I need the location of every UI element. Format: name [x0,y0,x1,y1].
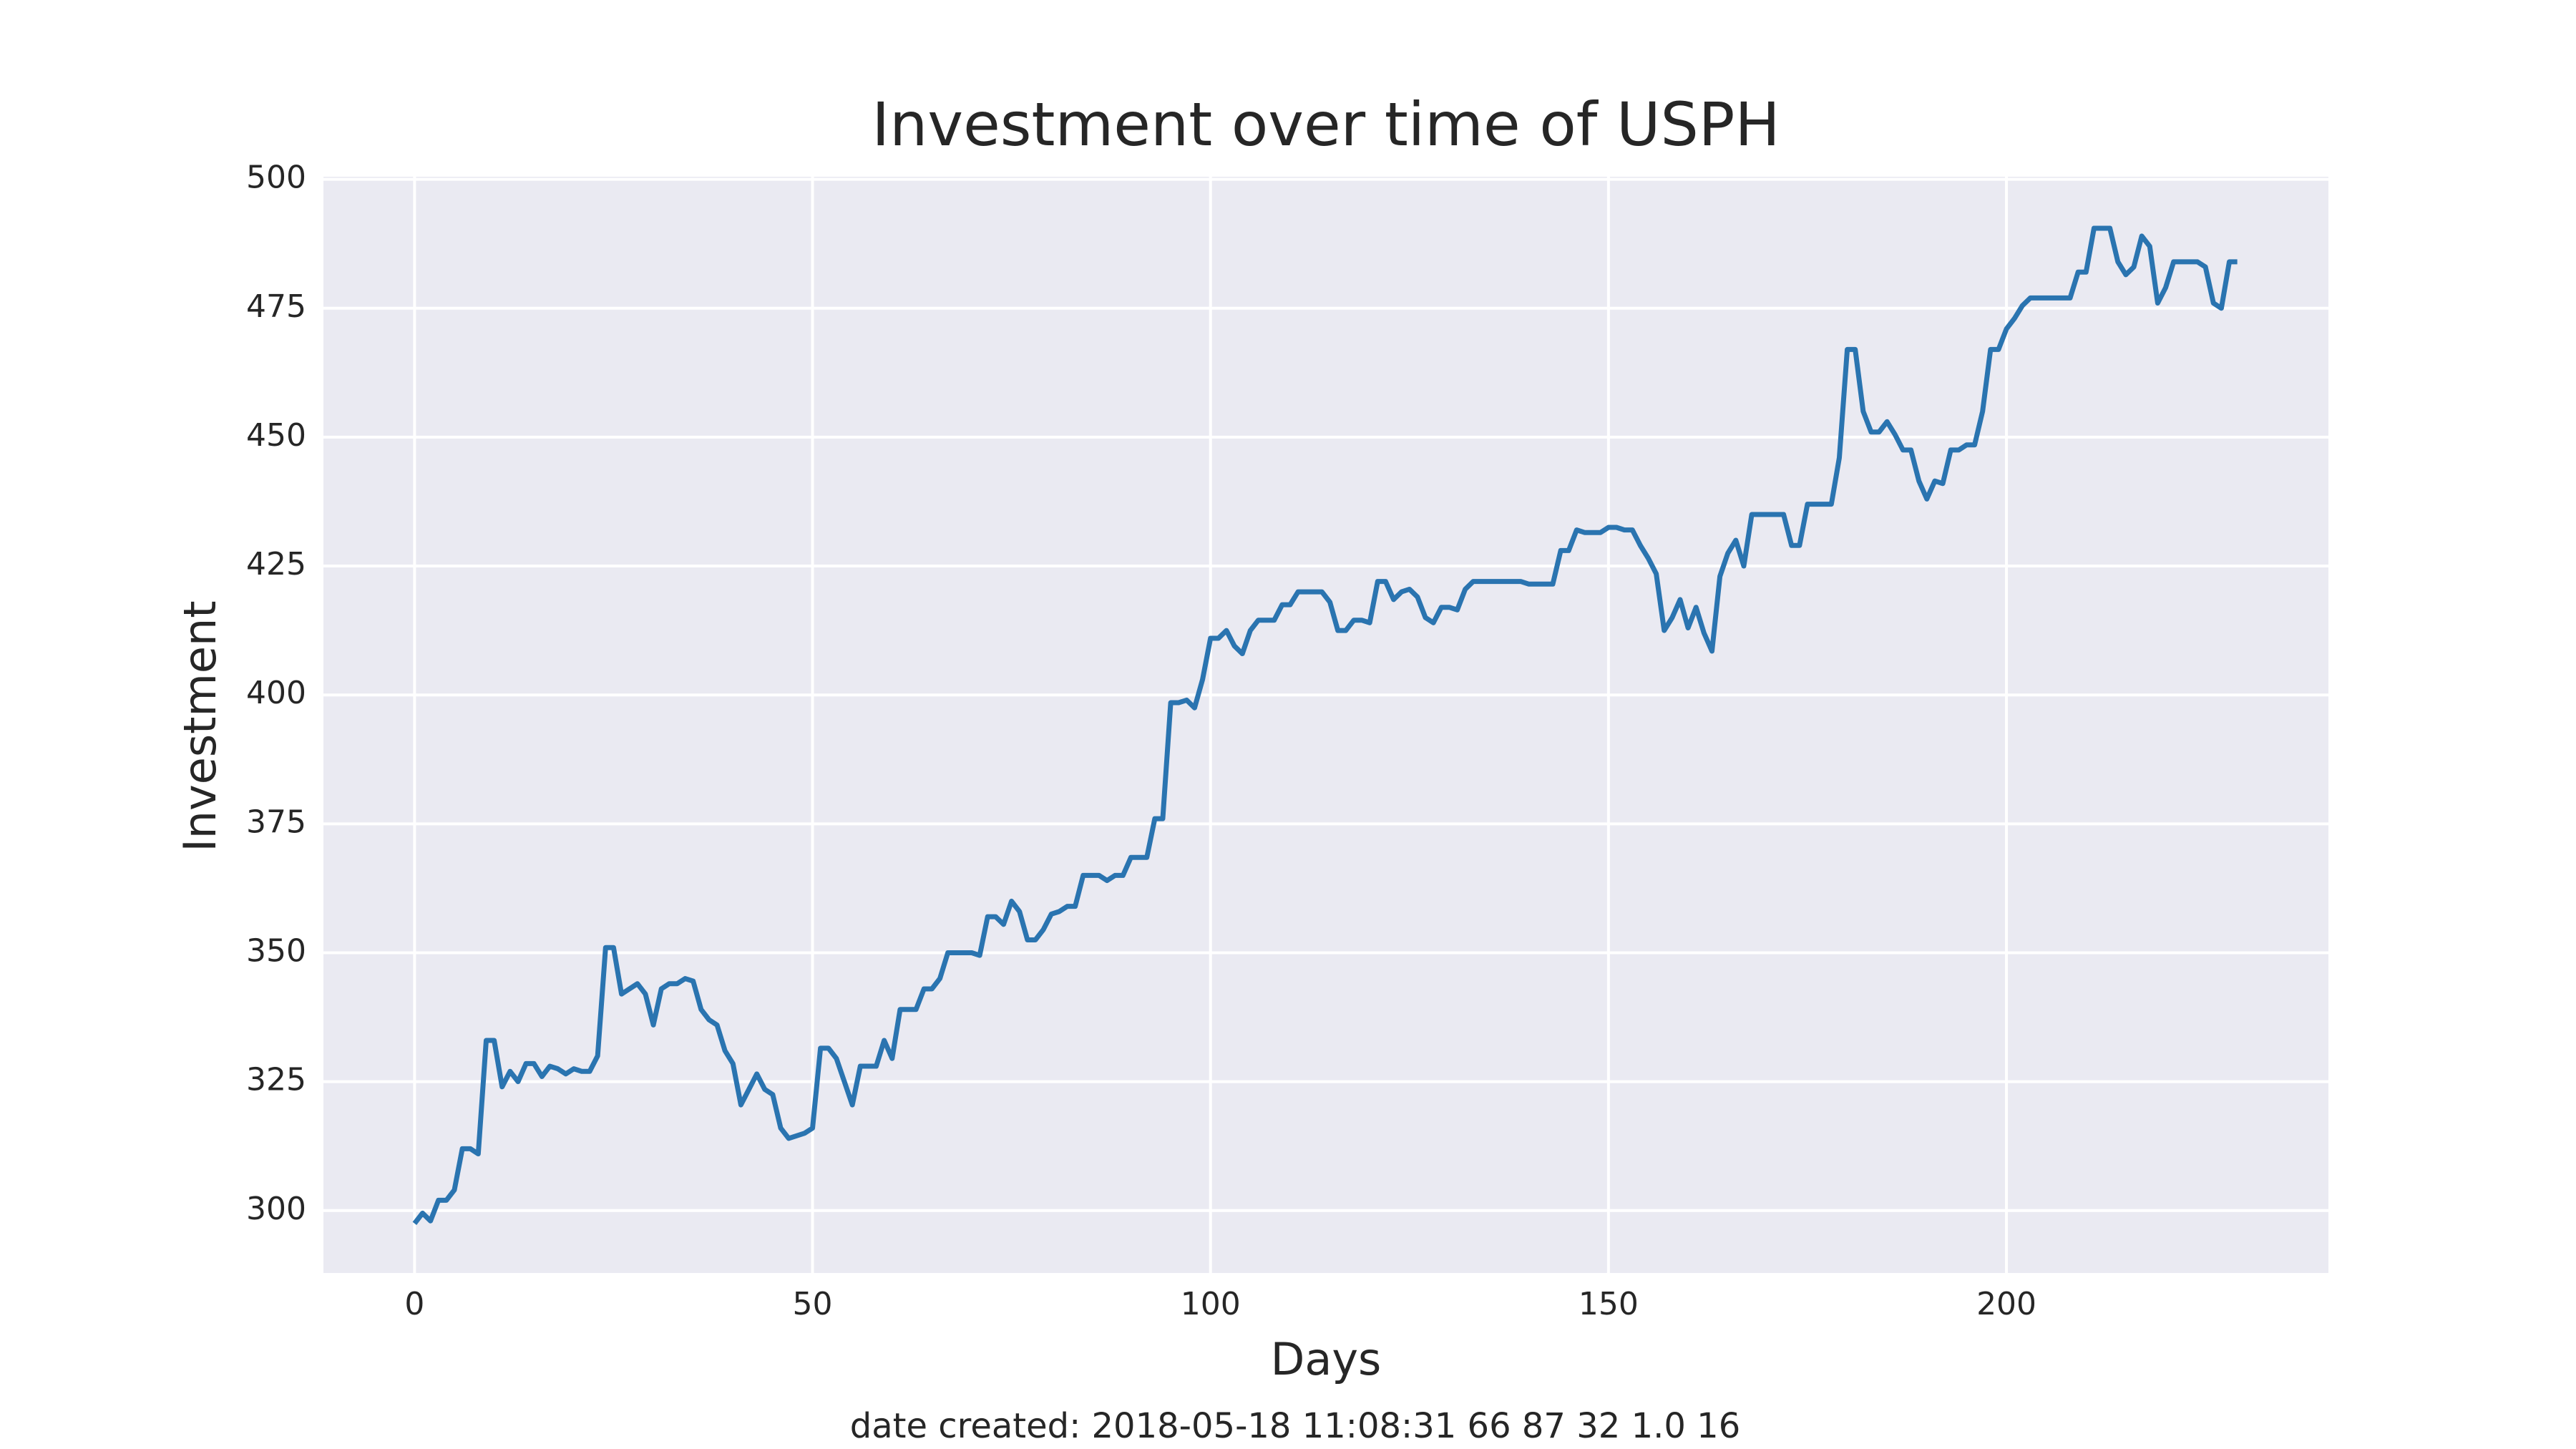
y-tick-label: 300 [246,1191,306,1227]
y-tick-label: 325 [246,1062,306,1098]
x-axis-label: Days [1271,1333,1382,1385]
y-axis-label: Investment [174,600,226,852]
y-tick-label: 400 [246,675,306,711]
x-tick-label: 100 [1181,1286,1241,1322]
x-tick-label: 200 [1976,1286,2036,1322]
x-tick-label: 150 [1579,1286,1639,1322]
chart-title: Investment over time of USPH [872,89,1780,160]
data-line [412,225,2238,1225]
y-tick-label: 350 [246,933,306,970]
x-tick-label: 50 [793,1286,833,1322]
y-tick-label: 500 [246,160,306,196]
x-tick-label: 0 [404,1286,424,1322]
y-tick-label: 475 [246,288,306,325]
y-tick-label: 375 [246,804,306,840]
y-tick-label: 425 [246,546,306,582]
y-tick-label: 450 [246,417,306,454]
footer-note: date created: 2018-05-18 11:08:31 66 87 … [850,1406,1740,1446]
plot-area [323,177,2328,1273]
